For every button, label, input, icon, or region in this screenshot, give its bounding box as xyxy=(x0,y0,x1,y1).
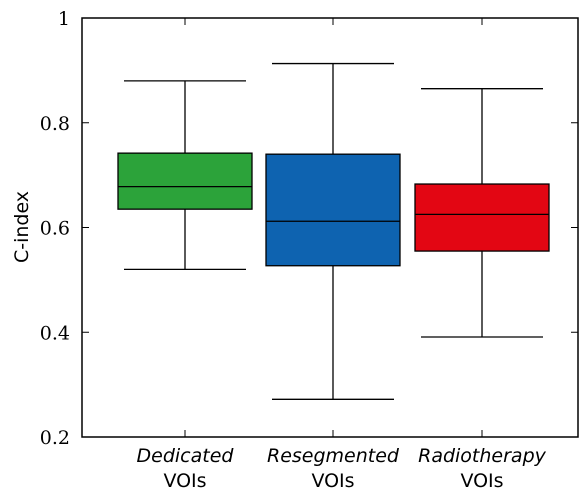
plot-frame xyxy=(81,17,579,438)
box-iqr-2 xyxy=(414,183,550,252)
x-axis-labels: Dedicated VOIs Resegmented VOIs Radiotherapy… xyxy=(137,445,547,492)
x-label-line2-1: VOIs xyxy=(311,470,354,492)
box-iqr-0 xyxy=(117,152,253,210)
x-label-line1-2: Radiotherapy xyxy=(418,445,547,467)
y-tick-label-4: 1 xyxy=(58,8,70,30)
x-label-line2-2: VOIs xyxy=(460,470,503,492)
x-label-line1-1: Resegmented xyxy=(267,445,400,467)
y-tick-label-3: 0.8 xyxy=(40,113,70,135)
y-tick-label-1: 0.4 xyxy=(40,322,70,344)
boxes xyxy=(117,18,550,437)
y-tick-label-2: 0.6 xyxy=(40,218,70,240)
y-tick-label-0: 0.2 xyxy=(40,427,70,449)
y-axis: 0.2 0.4 0.6 0.8 1 xyxy=(40,8,578,449)
box-group-1 xyxy=(265,18,401,437)
x-label-line1-0: Dedicated xyxy=(137,445,235,467)
y-axis-label: C-index xyxy=(11,191,33,263)
box-group-0 xyxy=(117,18,253,437)
x-label-line2-0: VOIs xyxy=(163,470,206,492)
box-group-2 xyxy=(414,18,550,437)
box-iqr-1 xyxy=(265,153,401,267)
